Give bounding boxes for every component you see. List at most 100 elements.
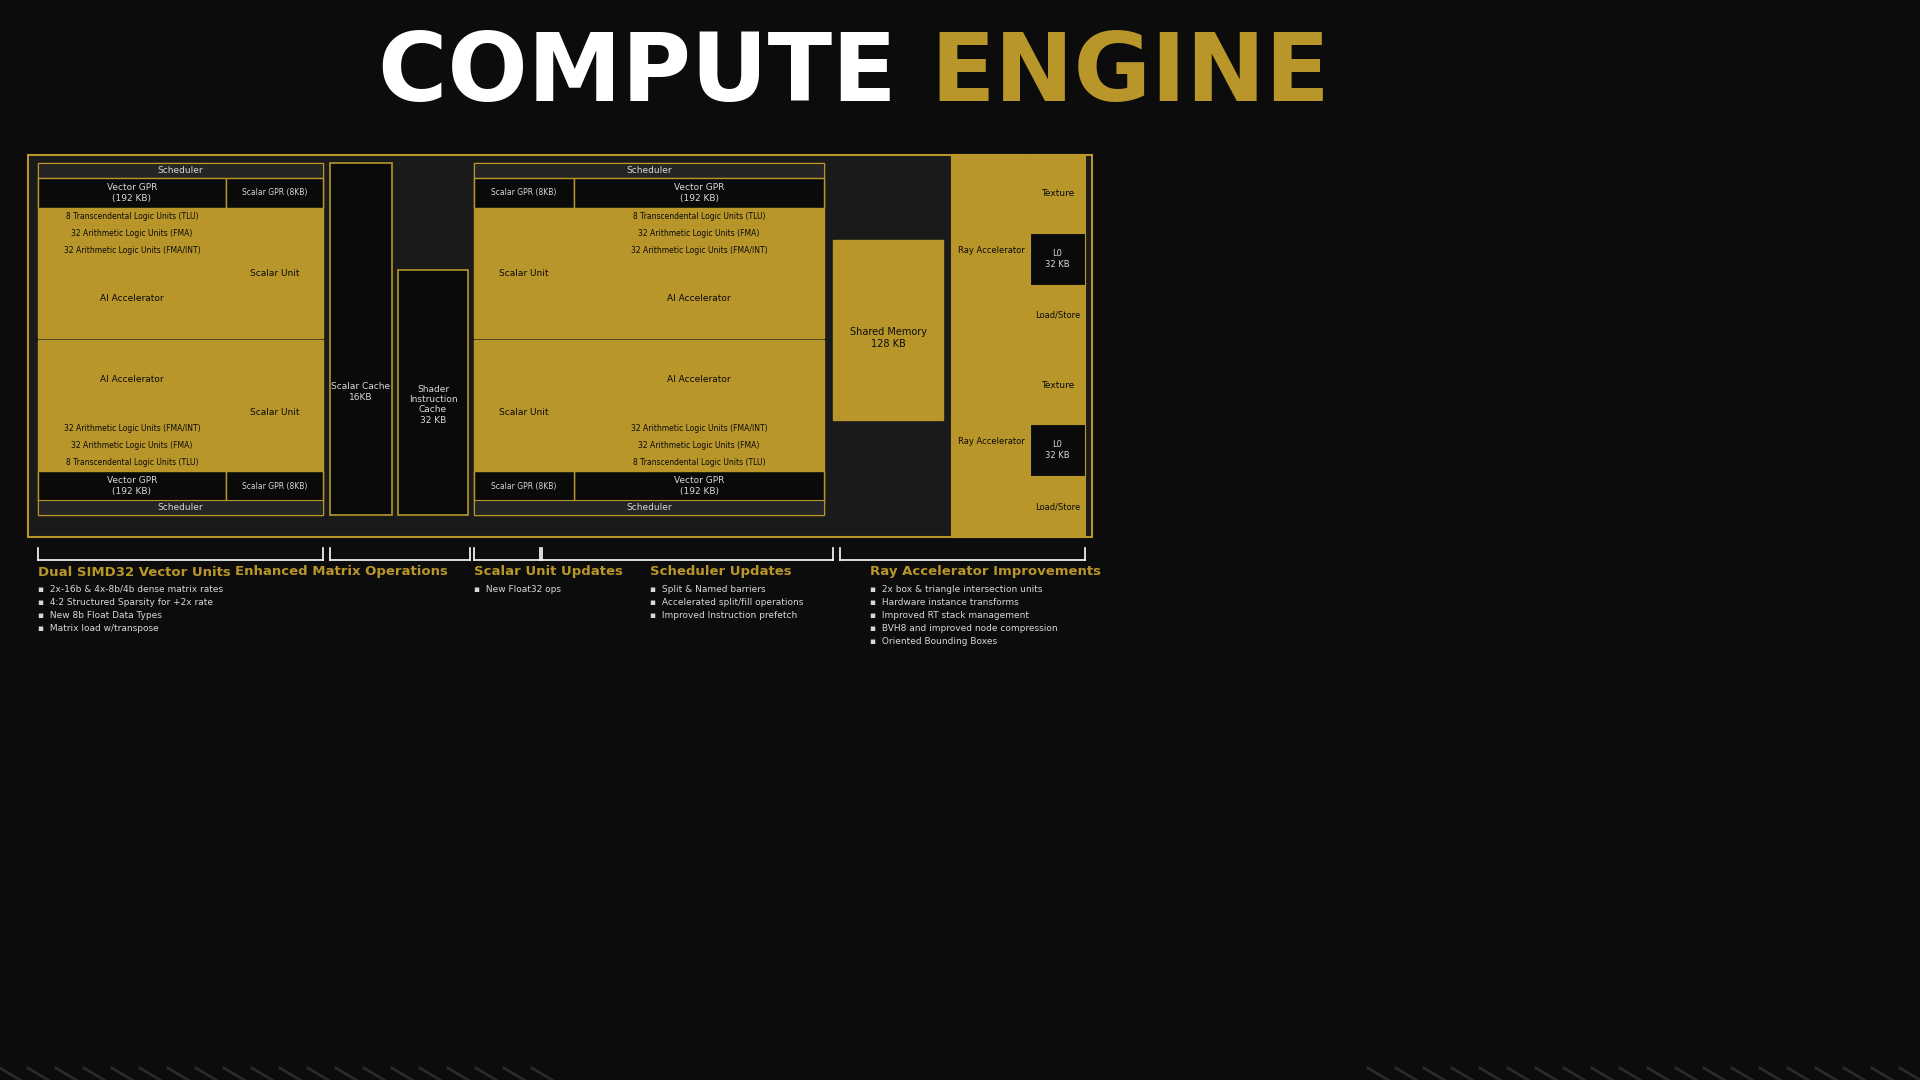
Text: Texture: Texture — [1041, 189, 1073, 199]
Bar — [1029, 346, 1085, 424]
Text: Scalar GPR (8KB): Scalar GPR (8KB) — [492, 482, 557, 490]
Text: ▪  Improved Instruction prefetch: ▪ Improved Instruction prefetch — [651, 611, 797, 620]
Text: 32 Arithmetic Logic Units (FMA): 32 Arithmetic Logic Units (FMA) — [637, 229, 760, 238]
Bar — [1029, 233, 1085, 285]
Text: Scalar Unit: Scalar Unit — [499, 408, 549, 417]
Bar — [474, 208, 574, 338]
Text: AI Accelerator: AI Accelerator — [100, 294, 163, 303]
Bar — [474, 340, 574, 485]
Text: 32 Arithmetic Logic Units (FMA): 32 Arithmetic Logic Units (FMA) — [71, 441, 192, 450]
Bar — [227, 178, 323, 208]
Text: Scheduler: Scheduler — [626, 503, 672, 512]
Bar — [38, 163, 323, 178]
Bar — [38, 259, 227, 338]
Text: AI Accelerator: AI Accelerator — [666, 294, 732, 303]
Text: Scalar Unit: Scalar Unit — [499, 269, 549, 278]
Bar — [474, 340, 824, 515]
Text: ▪  4:2 Structured Sparsity for +2x rate: ▪ 4:2 Structured Sparsity for +2x rate — [38, 598, 213, 607]
Text: 32 Arithmetic Logic Units (FMA/INT): 32 Arithmetic Logic Units (FMA/INT) — [630, 424, 768, 433]
Bar — [952, 346, 1029, 537]
Text: Scheduler: Scheduler — [157, 503, 204, 512]
Bar — [474, 500, 824, 515]
Bar — [574, 178, 824, 208]
Bar — [574, 208, 824, 225]
Bar — [574, 454, 824, 471]
Bar — [38, 225, 227, 242]
Text: AI Accelerator: AI Accelerator — [666, 376, 732, 384]
Text: Shader
Instruction
Cache
32 KB: Shader Instruction Cache 32 KB — [409, 384, 457, 424]
Text: 8 Transcendental Logic Units (TLU): 8 Transcendental Logic Units (TLU) — [65, 212, 198, 221]
Text: Ray Accelerator Improvements: Ray Accelerator Improvements — [870, 566, 1100, 579]
Text: ▪  Improved RT stack management: ▪ Improved RT stack management — [870, 611, 1029, 620]
Bar — [38, 178, 227, 208]
Text: Shared Memory
128 KB: Shared Memory 128 KB — [849, 327, 927, 349]
Text: ▪  New 8b Float Data Types: ▪ New 8b Float Data Types — [38, 611, 161, 620]
Text: ▪  2x-16b & 4x-8b/4b dense matrix rates: ▪ 2x-16b & 4x-8b/4b dense matrix rates — [38, 585, 223, 594]
Bar — [574, 471, 824, 501]
Bar — [38, 242, 227, 259]
Text: Vector GPR
(192 KB): Vector GPR (192 KB) — [108, 184, 157, 203]
Text: 8 Transcendental Logic Units (TLU): 8 Transcendental Logic Units (TLU) — [634, 212, 766, 221]
Text: Scalar Unit: Scalar Unit — [250, 408, 300, 417]
Text: Scalar Cache
16KB: Scalar Cache 16KB — [332, 382, 390, 402]
Bar — [38, 208, 227, 225]
Text: Scalar GPR (8KB): Scalar GPR (8KB) — [492, 189, 557, 198]
Text: ▪  Matrix load w/transpose: ▪ Matrix load w/transpose — [38, 624, 159, 633]
Text: ▪  BVH8 and improved node compression: ▪ BVH8 and improved node compression — [870, 624, 1058, 633]
Bar — [474, 471, 574, 501]
Text: ▪  Accelerated split/fill operations: ▪ Accelerated split/fill operations — [651, 598, 803, 607]
Text: 8 Transcendental Logic Units (TLU): 8 Transcendental Logic Units (TLU) — [634, 458, 766, 467]
Bar — [397, 270, 468, 515]
Bar — [38, 454, 227, 471]
Text: Enhanced Matrix Operations: Enhanced Matrix Operations — [234, 566, 447, 579]
Bar — [38, 163, 323, 338]
Text: Vector GPR
(192 KB): Vector GPR (192 KB) — [108, 476, 157, 496]
Bar — [833, 240, 943, 420]
Text: 32 Arithmetic Logic Units (FMA/INT): 32 Arithmetic Logic Units (FMA/INT) — [63, 424, 200, 433]
Bar — [29, 156, 1092, 537]
Bar — [952, 156, 1029, 346]
Text: Vector GPR
(192 KB): Vector GPR (192 KB) — [674, 184, 724, 203]
Text: L0
32 KB: L0 32 KB — [1044, 249, 1069, 269]
Bar — [38, 500, 323, 515]
Text: ▪  New Float32 ops: ▪ New Float32 ops — [474, 585, 561, 594]
Text: Scheduler: Scheduler — [626, 166, 672, 175]
Bar — [574, 259, 824, 338]
Bar — [1029, 424, 1085, 476]
Bar — [330, 163, 392, 515]
Text: ENGINE: ENGINE — [929, 29, 1331, 121]
Bar — [38, 437, 227, 454]
Bar — [38, 340, 323, 515]
Bar — [227, 471, 323, 501]
Bar — [952, 156, 1085, 537]
Text: Scalar GPR (8KB): Scalar GPR (8KB) — [242, 189, 307, 198]
Text: ▪  Hardware instance transforms: ▪ Hardware instance transforms — [870, 598, 1020, 607]
Bar — [38, 471, 227, 501]
Bar — [38, 340, 227, 420]
Bar — [574, 437, 824, 454]
Text: Load/Store: Load/Store — [1035, 502, 1081, 511]
Text: Scalar GPR (8KB): Scalar GPR (8KB) — [242, 482, 307, 490]
Text: Load/Store: Load/Store — [1035, 311, 1081, 320]
Text: L0
32 KB: L0 32 KB — [1044, 441, 1069, 460]
Text: Ray Accelerator: Ray Accelerator — [958, 437, 1025, 446]
Bar — [1029, 285, 1085, 346]
Text: AI Accelerator: AI Accelerator — [100, 376, 163, 384]
Text: Scheduler: Scheduler — [157, 166, 204, 175]
Bar — [1029, 156, 1085, 233]
Text: 32 Arithmetic Logic Units (FMA): 32 Arithmetic Logic Units (FMA) — [637, 441, 760, 450]
Text: Dual SIMD32 Vector Units: Dual SIMD32 Vector Units — [38, 566, 230, 579]
Text: Scalar Unit: Scalar Unit — [250, 269, 300, 278]
Text: ▪  Oriented Bounding Boxes: ▪ Oriented Bounding Boxes — [870, 637, 996, 646]
Text: Vector GPR
(192 KB): Vector GPR (192 KB) — [674, 476, 724, 496]
Text: 32 Arithmetic Logic Units (FMA): 32 Arithmetic Logic Units (FMA) — [71, 229, 192, 238]
Text: 32 Arithmetic Logic Units (FMA/INT): 32 Arithmetic Logic Units (FMA/INT) — [63, 246, 200, 255]
Text: COMPUTE: COMPUTE — [378, 29, 929, 121]
Text: 8 Transcendental Logic Units (TLU): 8 Transcendental Logic Units (TLU) — [65, 458, 198, 467]
Text: Scalar Unit Updates: Scalar Unit Updates — [474, 566, 622, 579]
Text: ▪  Split & Named barriers: ▪ Split & Named barriers — [651, 585, 766, 594]
Bar — [574, 340, 824, 420]
Text: ▪  2x box & triangle intersection units: ▪ 2x box & triangle intersection units — [870, 585, 1043, 594]
Text: Scheduler Updates: Scheduler Updates — [651, 566, 791, 579]
Bar — [38, 420, 227, 437]
